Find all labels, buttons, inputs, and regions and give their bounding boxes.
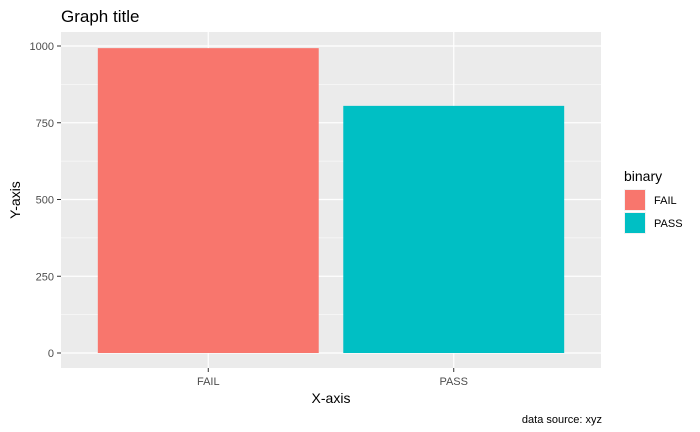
- x-axis-title: X-axis: [312, 390, 351, 406]
- y-tick-label: 750: [36, 118, 54, 130]
- y-axis-ticks: 0 250 500 750 1000: [30, 41, 61, 360]
- caption: data source: xyz: [522, 414, 602, 426]
- y-axis-title: Y-axis: [7, 181, 23, 219]
- y-tick-label: 1000: [30, 41, 54, 53]
- chart-title: Graph title: [61, 7, 139, 26]
- legend-title: binary: [624, 168, 662, 184]
- x-axis-ticks: FAIL PASS: [197, 368, 468, 388]
- bar-pass: [343, 105, 565, 354]
- legend-label-fail: FAIL: [654, 195, 677, 207]
- y-tick-label: 250: [36, 271, 54, 283]
- legend-label-pass: PASS: [654, 218, 683, 230]
- bar-fail: [97, 48, 319, 354]
- x-tick-label: FAIL: [197, 376, 220, 388]
- legend-items: FAIL PASS: [624, 189, 683, 234]
- bars: [97, 48, 565, 354]
- x-tick-label: PASS: [439, 376, 468, 388]
- y-tick-label: 500: [36, 195, 54, 207]
- legend: binary FAIL PASS: [624, 168, 683, 234]
- legend-key-pass: [625, 213, 645, 233]
- y-tick-label: 0: [48, 348, 54, 360]
- legend-key-fail: [625, 190, 645, 210]
